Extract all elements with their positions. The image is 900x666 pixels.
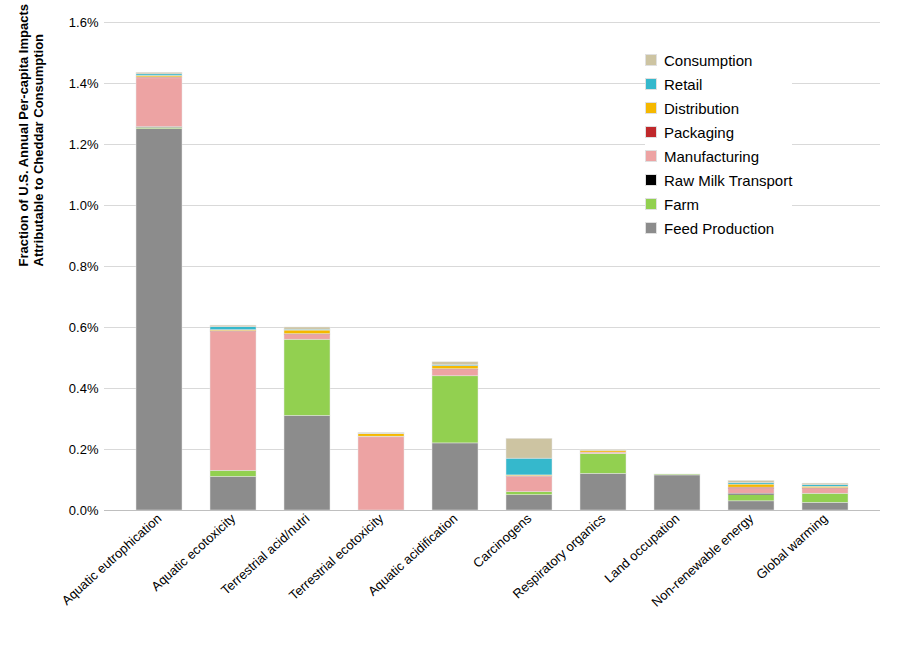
svg-text:Non-renewable energy: Non-renewable energy: [649, 510, 757, 609]
svg-text:0.0%: 0.0%: [69, 503, 99, 518]
svg-text:0.2%: 0.2%: [69, 442, 99, 457]
svg-text:Carcinogens: Carcinogens: [470, 510, 535, 570]
html-text:Farm: Farm: [664, 195, 699, 213]
svg-text:Terrestrial ecotoxicity: Terrestrial ecotoxicity: [286, 510, 387, 603]
html-text:Raw Milk Transport: Raw Milk Transport: [664, 171, 793, 189]
svg-text:0.8%: 0.8%: [69, 259, 99, 274]
svg-text:1.4%: 1.4%: [69, 76, 99, 91]
svg-text:Terrestrial acid/nutri: Terrestrial acid/nutri: [218, 510, 313, 598]
svg-text:Aquatic ecotoxicity: Aquatic ecotoxicity: [148, 510, 239, 594]
svg-text:Aquatic eutrophication: Aquatic eutrophication: [59, 511, 165, 608]
svg-text:Land occupation: Land occupation: [601, 511, 682, 586]
svg-text:1.6%: 1.6%: [69, 15, 99, 30]
html-text:Manufacturing: Manufacturing: [664, 147, 760, 165]
html-text:Retail: Retail: [664, 75, 703, 93]
svg-text:0.4%: 0.4%: [69, 381, 99, 396]
html-text:Consumption: Consumption: [664, 51, 753, 69]
svg-text:1.0%: 1.0%: [69, 198, 99, 213]
html-text:Feed Production: Feed Production: [664, 219, 775, 237]
html-text:Packaging: Packaging: [664, 123, 735, 141]
svg-text:Fraction of U.S. Annual Per-ca: Fraction of U.S. Annual Per-capita Impac…: [16, 4, 46, 266]
svg-text:Respiratory organics: Respiratory organics: [510, 510, 609, 601]
html-text:Distribution: Distribution: [664, 99, 739, 117]
svg-text:Global warming: Global warming: [753, 511, 830, 583]
svg-text:1.2%: 1.2%: [69, 137, 99, 152]
svg-text:0.6%: 0.6%: [69, 320, 99, 335]
svg-text:Aquatic acidification: Aquatic acidification: [365, 511, 460, 599]
